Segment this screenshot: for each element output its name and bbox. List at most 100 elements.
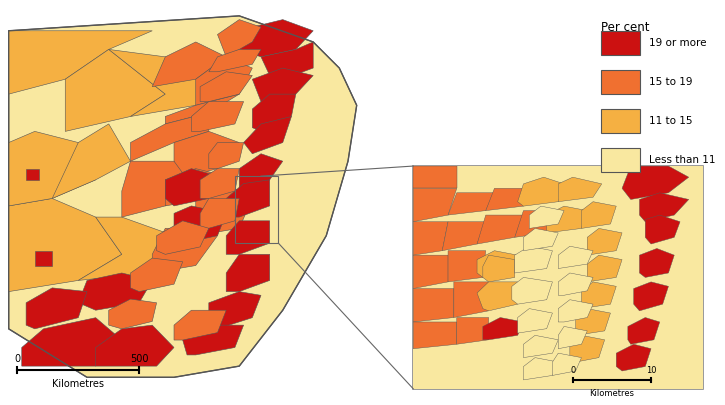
Polygon shape (9, 16, 357, 377)
Polygon shape (448, 251, 486, 282)
Polygon shape (244, 117, 291, 154)
Polygon shape (512, 277, 552, 304)
Polygon shape (558, 177, 602, 202)
Polygon shape (174, 131, 239, 180)
Polygon shape (483, 318, 523, 340)
Polygon shape (109, 49, 218, 117)
Polygon shape (486, 188, 529, 211)
Polygon shape (78, 273, 152, 310)
Polygon shape (622, 166, 689, 199)
Polygon shape (174, 310, 226, 340)
Polygon shape (523, 335, 558, 358)
FancyBboxPatch shape (601, 109, 640, 133)
Polygon shape (518, 177, 564, 206)
Polygon shape (22, 318, 122, 366)
FancyBboxPatch shape (601, 31, 640, 55)
Text: Kilometres: Kilometres (589, 389, 634, 398)
Polygon shape (130, 258, 183, 292)
Polygon shape (523, 358, 558, 380)
Text: 500: 500 (130, 354, 149, 364)
Polygon shape (130, 113, 209, 161)
Polygon shape (226, 254, 270, 292)
Polygon shape (413, 222, 448, 255)
Polygon shape (165, 94, 239, 124)
Text: 10: 10 (646, 367, 656, 375)
Polygon shape (547, 206, 587, 233)
Polygon shape (196, 183, 252, 236)
Polygon shape (196, 57, 252, 105)
Polygon shape (413, 288, 454, 322)
Polygon shape (96, 325, 174, 366)
Polygon shape (226, 180, 270, 217)
Polygon shape (587, 228, 622, 255)
Polygon shape (413, 322, 457, 349)
Polygon shape (558, 326, 587, 349)
Polygon shape (165, 168, 226, 206)
Polygon shape (200, 168, 239, 198)
Polygon shape (576, 309, 610, 335)
Polygon shape (558, 273, 593, 295)
Polygon shape (515, 246, 552, 273)
Polygon shape (209, 292, 261, 329)
Polygon shape (252, 68, 313, 105)
Polygon shape (218, 19, 261, 57)
Polygon shape (645, 215, 680, 244)
Text: 15 to 19: 15 to 19 (650, 77, 693, 87)
Polygon shape (628, 318, 660, 344)
Polygon shape (587, 255, 622, 282)
Polygon shape (109, 299, 157, 329)
Text: Per cent: Per cent (601, 21, 650, 34)
Polygon shape (152, 42, 226, 87)
Polygon shape (209, 143, 244, 168)
Polygon shape (9, 31, 152, 94)
Polygon shape (477, 251, 518, 277)
Text: 19 or more: 19 or more (650, 38, 707, 48)
Polygon shape (9, 131, 96, 206)
Polygon shape (200, 198, 239, 228)
Polygon shape (413, 188, 457, 222)
Polygon shape (413, 255, 448, 288)
Polygon shape (174, 206, 226, 243)
Polygon shape (581, 202, 616, 228)
Polygon shape (165, 168, 218, 206)
Polygon shape (26, 168, 39, 180)
Polygon shape (261, 42, 313, 79)
FancyBboxPatch shape (601, 148, 640, 172)
Polygon shape (483, 255, 515, 282)
Polygon shape (442, 222, 486, 251)
Polygon shape (477, 215, 523, 244)
Polygon shape (200, 72, 252, 102)
Polygon shape (26, 288, 87, 329)
Polygon shape (78, 217, 174, 280)
Text: Kilometres: Kilometres (52, 379, 104, 389)
Polygon shape (570, 335, 605, 362)
Text: 11 to 15: 11 to 15 (650, 116, 693, 126)
Polygon shape (226, 221, 270, 254)
Polygon shape (9, 198, 122, 292)
Polygon shape (448, 193, 494, 215)
Polygon shape (35, 251, 52, 266)
Polygon shape (639, 248, 674, 277)
Bar (235, 176, 278, 243)
Polygon shape (122, 161, 196, 217)
Polygon shape (152, 228, 218, 273)
Polygon shape (239, 19, 313, 57)
Polygon shape (209, 49, 261, 72)
Text: 0: 0 (14, 354, 20, 364)
Polygon shape (413, 166, 457, 188)
Polygon shape (523, 228, 558, 251)
Text: 0: 0 (570, 367, 576, 375)
Polygon shape (639, 193, 689, 222)
FancyBboxPatch shape (601, 70, 640, 94)
Polygon shape (529, 206, 564, 228)
Polygon shape (552, 353, 581, 375)
Polygon shape (581, 282, 616, 309)
Polygon shape (52, 124, 130, 198)
Polygon shape (558, 246, 593, 269)
Polygon shape (454, 282, 489, 318)
Polygon shape (252, 94, 296, 131)
Polygon shape (515, 211, 552, 237)
Polygon shape (616, 344, 651, 371)
Polygon shape (457, 318, 489, 344)
Polygon shape (239, 154, 283, 191)
